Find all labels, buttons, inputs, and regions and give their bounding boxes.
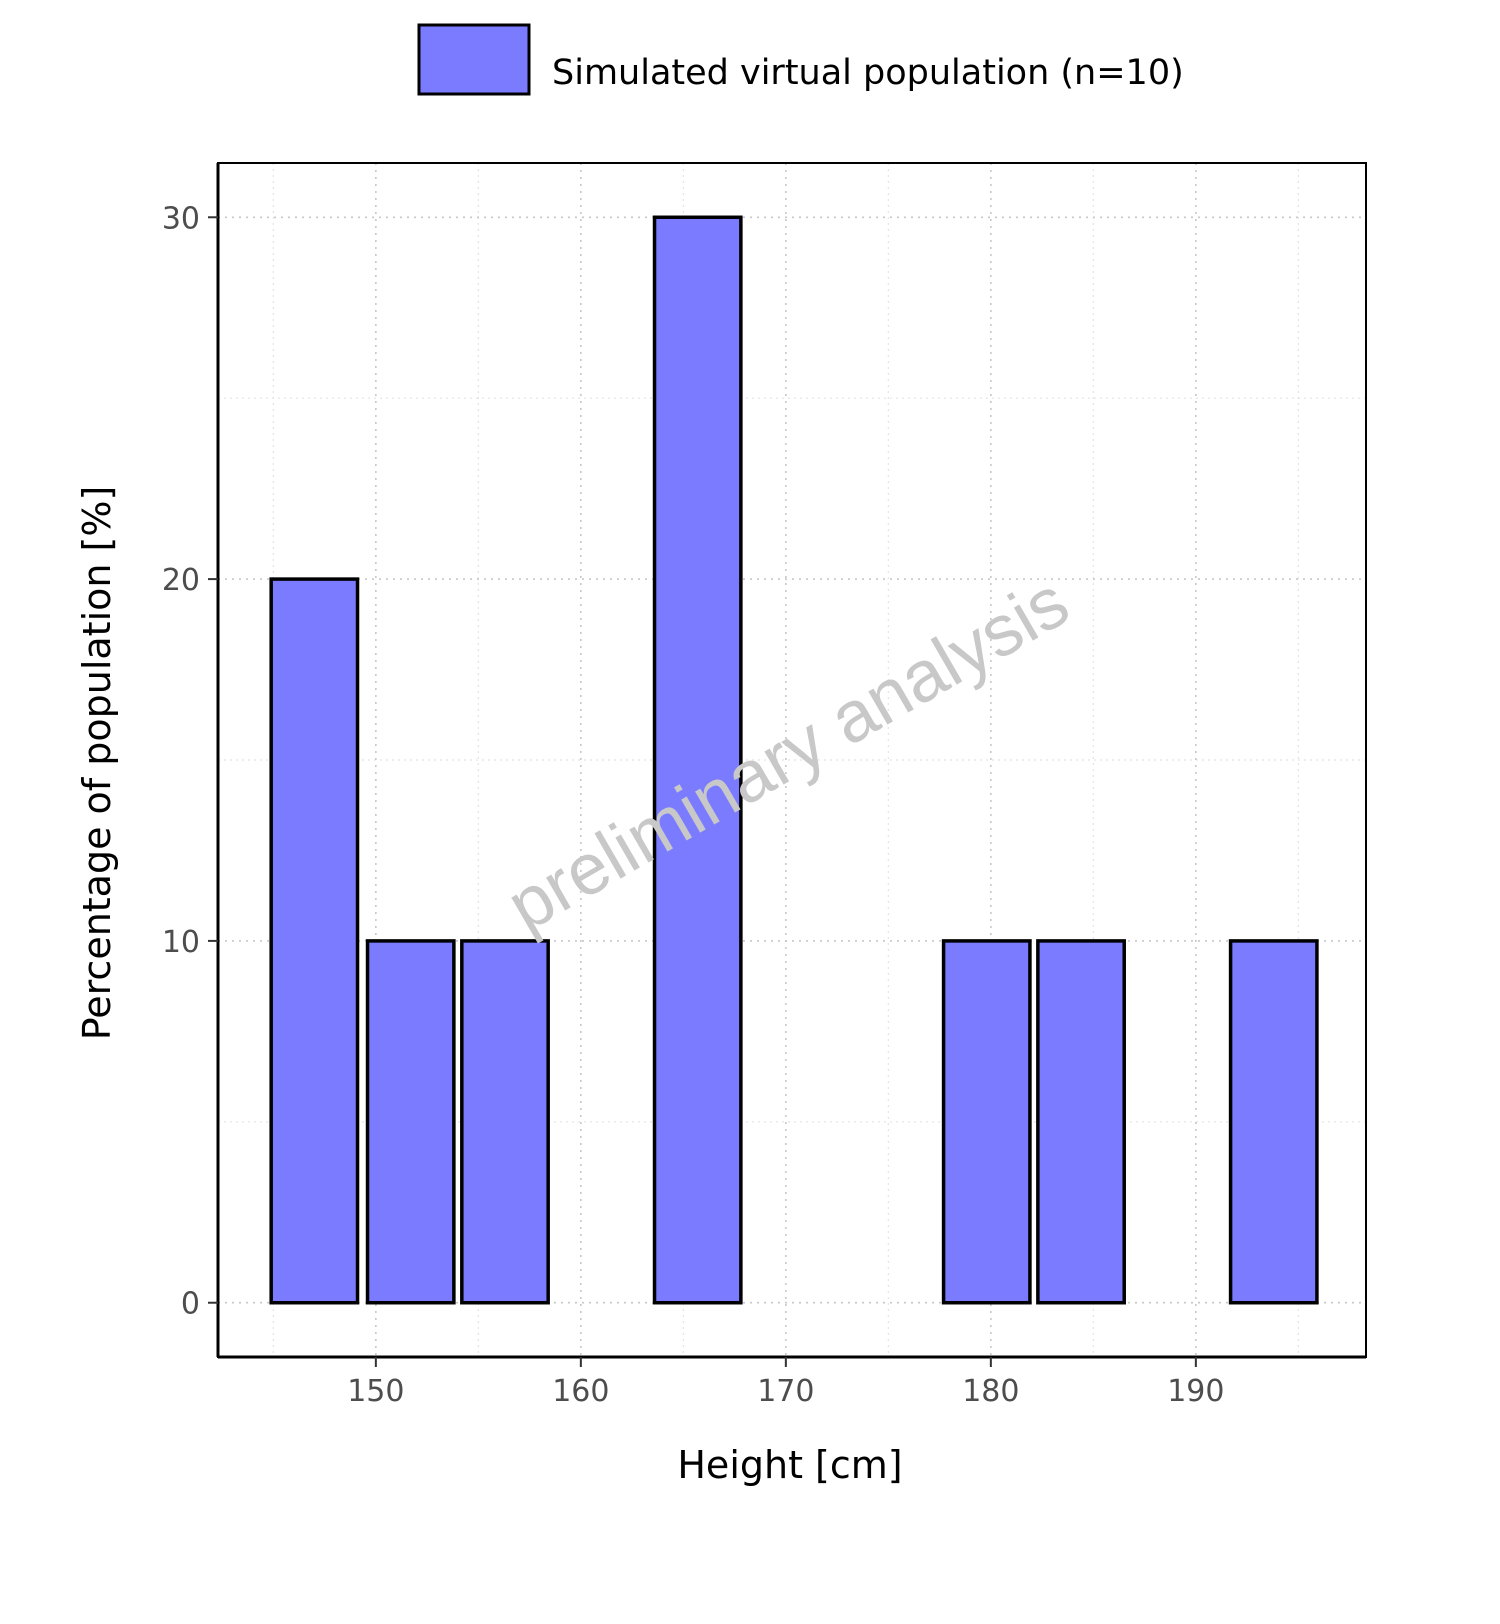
x-tick-label: 160	[552, 1374, 609, 1409]
x-tick-label: 170	[757, 1374, 814, 1409]
histogram-bar	[269, 577, 360, 1305]
histogram-bar	[941, 939, 1032, 1305]
y-axis-title: Percentage of population [%]	[75, 486, 119, 1041]
legend-swatch	[417, 23, 531, 96]
histogram-bar	[1036, 939, 1126, 1305]
x-tick-label: 180	[962, 1374, 1019, 1409]
histogram-bar	[460, 939, 550, 1305]
watermark: preliminary analysis	[494, 562, 1082, 947]
y-tick-label: 10	[162, 925, 200, 960]
histogram-bar	[1228, 939, 1319, 1305]
y-tick-label: 20	[162, 563, 200, 598]
y-tick-label: 30	[162, 201, 200, 236]
histogram-bar	[365, 939, 456, 1305]
histogram-bar	[652, 215, 743, 1305]
x-axis-title: Height [cm]	[677, 1443, 902, 1487]
bars	[269, 215, 1319, 1305]
legend: Simulated virtual population (n=10)	[417, 23, 1184, 96]
legend-label: Simulated virtual population (n=10)	[552, 53, 1184, 93]
y-tick-label: 0	[181, 1287, 200, 1322]
ticks: 150 160 170 180 190 0 10 20 30	[162, 201, 1225, 1409]
x-tick-label: 150	[347, 1374, 404, 1409]
x-tick-label: 190	[1167, 1374, 1224, 1409]
